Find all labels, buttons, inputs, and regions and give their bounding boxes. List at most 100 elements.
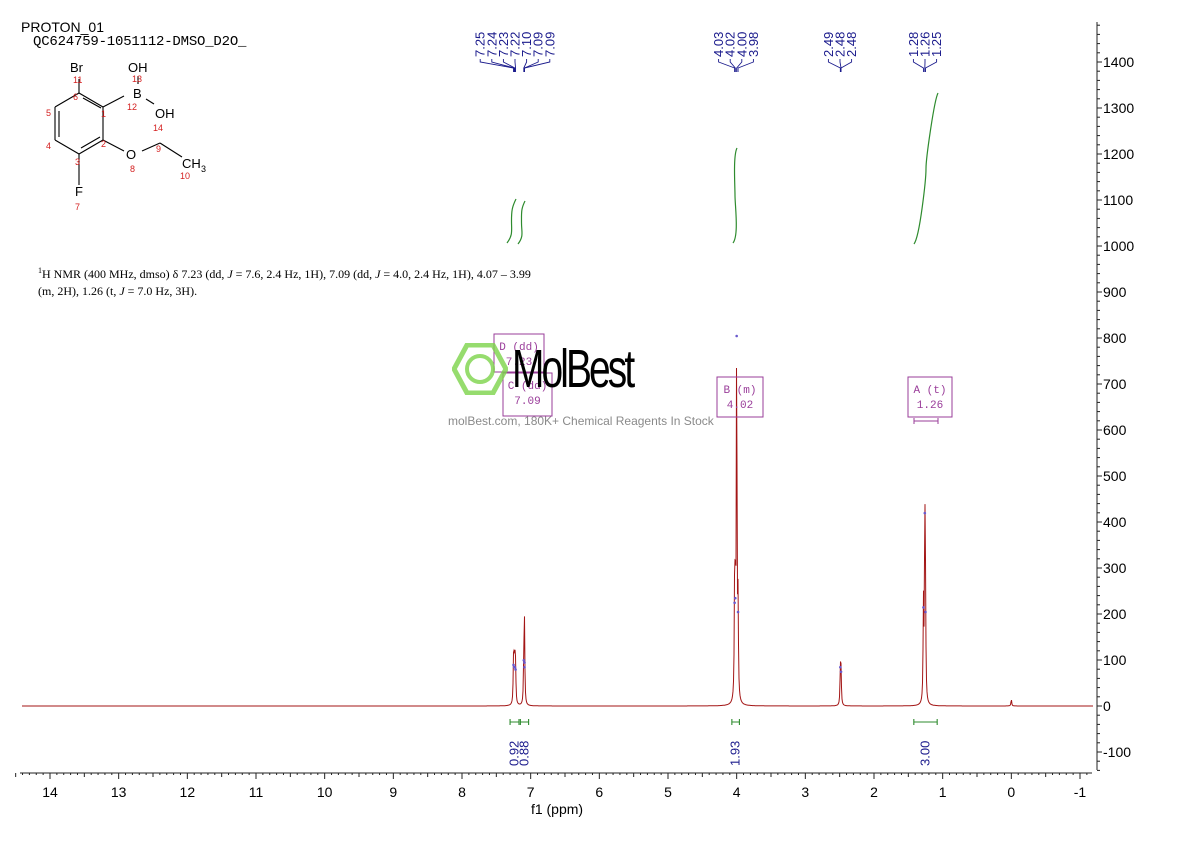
multiplet-shift: 7.23 [506,357,532,369]
peak-label: 7.25 [473,32,488,57]
x-tick-label: 2 [870,784,878,800]
peak-label: 2.49 [821,32,836,57]
multiplet-name: D (dd) [499,342,539,354]
peak-label-connector [523,59,528,72]
atom-oh-13: OH [128,60,148,75]
multiplet-box [716,376,764,418]
atom-f: F [75,184,83,199]
x-tick-label: 4 [733,784,741,800]
y-tick-label: 400 [1103,514,1127,530]
coupling-symbol: J [227,267,233,281]
multiplet-name: A (t) [913,385,946,397]
atom-number: 2 [101,139,106,149]
y-tick-label: 600 [1103,422,1127,438]
integral-bracket [731,719,740,725]
atom-oh-14: OH [155,106,175,121]
sample-id: QC624759-1051112-DMSO_D2O_ [33,34,247,50]
peak-label-connector [736,59,743,72]
atom-ch3-subscript: 3 [201,164,206,174]
peak-label-connector [827,59,841,72]
integral-value: 3.00 [918,741,933,766]
peak-marker [523,665,526,669]
peak-label: 7.23 [496,32,511,57]
atom-b: B [133,86,142,101]
description-text: H NMR (400 MHz, dmso) δ 7.23 (dd, [42,267,228,281]
x-tick-label: 1 [939,784,947,800]
experiment-name: PROTON_01 [21,19,104,35]
atom-ch3: CH [182,156,201,171]
peak-label: 7.09 [542,32,557,57]
atom-number: 6 [73,92,78,102]
integral-curve [506,198,517,244]
peak-label-connector [912,59,924,72]
atom-br: Br [70,60,84,75]
x-tick-label: 14 [42,784,58,800]
watermark-logo-icon [452,343,508,395]
y-tick-label: 200 [1103,606,1127,622]
x-tick-label: 5 [664,784,672,800]
multiplet-name: B (m) [723,385,756,397]
peak-marker [514,668,517,671]
x-tick-label: -1 [1074,784,1087,800]
atom-number: 9 [156,144,161,154]
peak-label: 3.98 [746,32,761,57]
peak-label-connector [479,59,514,72]
description-text: = 7.6, 2.4 Hz, 1H), 7.09 (dd, [232,267,376,281]
integral-bracket [913,719,938,725]
peak-label: 2.48 [833,32,848,57]
peak-label-connector [502,59,516,72]
y-tick-label: 500 [1103,468,1127,484]
atom-number: 8 [130,164,135,174]
peak-marker [736,610,740,614]
y-tick-label: 1000 [1103,238,1134,254]
peak-label: 7.24 [484,32,499,57]
peak-marker [735,334,738,338]
peak-label: 4.00 [734,32,749,57]
x-tick-label: 8 [458,784,466,800]
peak-label: 7.09 [531,32,546,57]
description-text: (m, 2H), 1.26 (t, [38,284,120,298]
y-tick-label: 1100 [1103,192,1133,208]
peak-label: 1.28 [906,32,921,57]
x-tick-label: 13 [111,784,127,800]
multiplet-shift: 7.09 [514,396,540,408]
integral-value: 0.88 [516,741,531,766]
multiplet-shift: 1.26 [917,400,943,412]
x-tick-label: 11 [249,784,264,800]
y-tick-label: 700 [1103,376,1127,392]
atom-number: 5 [46,108,51,118]
peak-marker [512,663,515,667]
peak-label: 1.25 [929,32,944,57]
atom-number: 4 [46,141,51,151]
integral-bracket [519,719,530,725]
atom-number: 12 [127,102,137,112]
integral-bracket [509,719,520,725]
atom-number: 11 [73,75,82,85]
peak-marker [924,610,927,614]
x-tick-label: 7 [527,784,535,800]
y-tick-label: -100 [1103,744,1131,760]
chemical-structure: Br OH B OH O CH 3 F 11 13 6 1 12 14 5 4 … [46,60,206,212]
x-tick-label: 0 [1007,784,1015,800]
x-tick-label: 9 [389,784,397,800]
x-tick-label: 12 [180,784,196,800]
peak-marker [733,596,737,600]
peak-marker [922,606,925,609]
atom-o: O [126,147,136,162]
x-tick-label: 3 [801,784,809,800]
multiplet-box [493,333,545,373]
integral-value: 1.93 [728,741,743,766]
y-tick-label: 900 [1103,284,1127,300]
peak-marker [733,601,736,605]
peak-label-connector [524,59,551,72]
peak-label-connector [840,59,853,72]
multiplet-name: C (dd) [508,381,548,393]
atom-number: 13 [132,74,142,84]
y-tick-label: 1400 [1103,54,1134,70]
atom-number: 10 [180,171,190,181]
peak-marker [522,659,526,662]
integral-curve [732,147,738,244]
y-tick-label: 300 [1103,560,1127,576]
peak-marker [839,670,843,674]
